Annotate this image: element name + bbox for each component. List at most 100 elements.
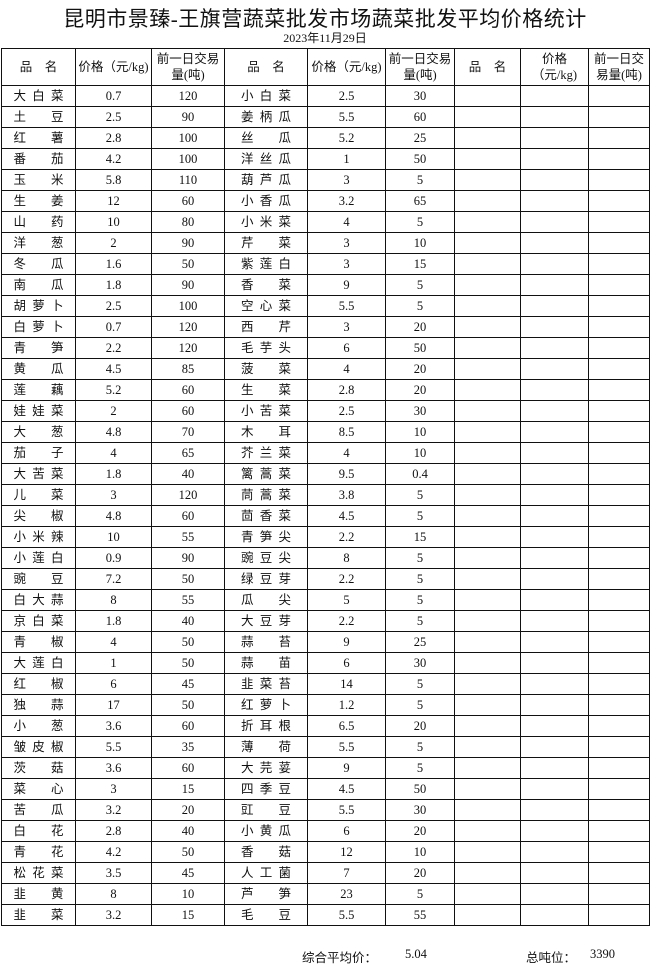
empty-cell <box>588 904 650 926</box>
name-cell: 青笋 <box>1 337 76 359</box>
price-cell: 6 <box>307 337 386 359</box>
empty-cell <box>520 463 589 485</box>
name-cell: 空心菜 <box>224 295 308 317</box>
price-cell: 8 <box>75 883 152 905</box>
vegetable-name: 毛芋头 <box>241 341 291 355</box>
header-name: 品 名 <box>1 48 76 86</box>
empty-cell <box>454 337 521 359</box>
name-cell: 大葱 <box>1 421 76 443</box>
empty-cell <box>588 379 650 401</box>
name-cell: 芦笋 <box>224 883 308 905</box>
volume-cell: 5 <box>385 694 455 716</box>
vegetable-name: 芹菜 <box>241 236 291 250</box>
table-row: 青笋 2.2 120 毛芋头 6 50 <box>1 337 650 359</box>
empty-cell <box>454 358 521 380</box>
vegetable-name: 白萝卜 <box>13 320 64 334</box>
price-cell: 5.5 <box>307 295 386 317</box>
empty-cell <box>520 127 589 149</box>
volume-cell: 40 <box>151 820 225 842</box>
price-cell: 1.2 <box>307 694 386 716</box>
name-cell: 胡萝卜 <box>1 295 76 317</box>
name-cell: 薄荷 <box>224 736 308 758</box>
name-cell: 娃娃菜 <box>1 400 76 422</box>
table-row: 白花 2.8 40 小黄瓜 6 20 <box>1 820 650 842</box>
empty-cell <box>454 484 521 506</box>
price-cell: 4.8 <box>75 421 152 443</box>
vegetable-name: 薄荷 <box>241 740 291 754</box>
vegetable-name: 紫莲白 <box>241 257 291 271</box>
vegetable-name: 红椒 <box>13 677 64 691</box>
volume-cell: 50 <box>151 694 225 716</box>
vegetable-name: 山药 <box>13 215 64 229</box>
volume-cell: 30 <box>385 85 455 107</box>
volume-cell: 100 <box>151 127 225 149</box>
vegetable-name: 大苦菜 <box>13 467 64 481</box>
volume-cell: 55 <box>385 904 455 926</box>
empty-cell <box>520 820 589 842</box>
price-cell: 8.5 <box>307 421 386 443</box>
empty-cell <box>520 778 589 800</box>
table-row: 菜心 3 15 四季豆 4.5 50 <box>1 778 650 800</box>
vegetable-name: 茴香菜 <box>241 509 291 523</box>
price-cell: 3 <box>75 778 152 800</box>
name-cell: 毛芋头 <box>224 337 308 359</box>
table-row: 豌豆 7.2 50 绿豆芽 2.2 5 <box>1 568 650 590</box>
empty-cell <box>520 589 589 611</box>
empty-cell <box>588 694 650 716</box>
table-row: 白萝卜 0.7 120 西芹 3 20 <box>1 316 650 338</box>
volume-cell: 90 <box>151 547 225 569</box>
vegetable-name: 小莲白 <box>13 551 64 565</box>
price-cell: 2.2 <box>307 526 386 548</box>
empty-cell <box>588 400 650 422</box>
volume-cell: 60 <box>151 757 225 779</box>
price-cell: 1.6 <box>75 253 152 275</box>
volume-cell: 5 <box>385 568 455 590</box>
vegetable-name: 苦瓜 <box>13 803 64 817</box>
table-row: 茄子 4 65 芥兰菜 4 10 <box>1 442 650 464</box>
empty-cell <box>588 631 650 653</box>
volume-cell: 5 <box>385 673 455 695</box>
name-cell: 丝瓜 <box>224 127 308 149</box>
vegetable-name: 菠菜 <box>241 362 291 376</box>
name-cell: 冬瓜 <box>1 253 76 275</box>
vegetable-name: 芥兰菜 <box>241 446 291 460</box>
volume-cell: 5 <box>385 547 455 569</box>
price-cell: 7.2 <box>75 568 152 590</box>
table-row: 皱皮椒 5.5 35 薄荷 5.5 5 <box>1 736 650 758</box>
price-cell: 6 <box>75 673 152 695</box>
volume-cell: 25 <box>385 631 455 653</box>
table-row: 大莲白 1 50 蒜苗 6 30 <box>1 652 650 674</box>
volume-cell: 5 <box>385 505 455 527</box>
volume-cell: 15 <box>151 904 225 926</box>
volume-cell: 15 <box>151 778 225 800</box>
empty-cell <box>588 253 650 275</box>
empty-cell <box>454 505 521 527</box>
header-row: 品 名 价格（元/kg) 前一日交易量(吨) 品 名 价格（元/kg) 前一日交… <box>1 48 650 86</box>
name-cell: 韭菜苔 <box>224 673 308 695</box>
price-cell: 2.8 <box>75 820 152 842</box>
vegetable-name: 茼蒿菜 <box>241 488 291 502</box>
vegetable-name: 小米菜 <box>241 215 291 229</box>
table-row: 莲藕 5.2 60 生菜 2.8 20 <box>1 379 650 401</box>
price-cell: 3.2 <box>75 904 152 926</box>
price-cell: 2.2 <box>307 568 386 590</box>
volume-cell: 10 <box>385 421 455 443</box>
volume-cell: 120 <box>151 316 225 338</box>
name-cell: 黄瓜 <box>1 358 76 380</box>
price-cell: 8 <box>75 589 152 611</box>
empty-cell <box>588 673 650 695</box>
name-cell: 苦瓜 <box>1 799 76 821</box>
empty-cell <box>454 106 521 128</box>
table-row: 红薯 2.8 100 丝瓜 5.2 25 <box>1 127 650 149</box>
volume-cell: 0.4 <box>385 463 455 485</box>
empty-cell <box>588 547 650 569</box>
volume-cell: 100 <box>151 148 225 170</box>
vegetable-name: 蒜苔 <box>241 635 291 649</box>
vegetable-name: 大芫荽 <box>241 761 291 775</box>
table-row: 韭菜 3.2 15 毛豆 5.5 55 <box>1 904 650 926</box>
vegetable-name: 四季豆 <box>241 782 291 796</box>
empty-cell <box>588 862 650 884</box>
volume-cell: 45 <box>151 673 225 695</box>
empty-cell <box>588 295 650 317</box>
empty-cell <box>520 862 589 884</box>
